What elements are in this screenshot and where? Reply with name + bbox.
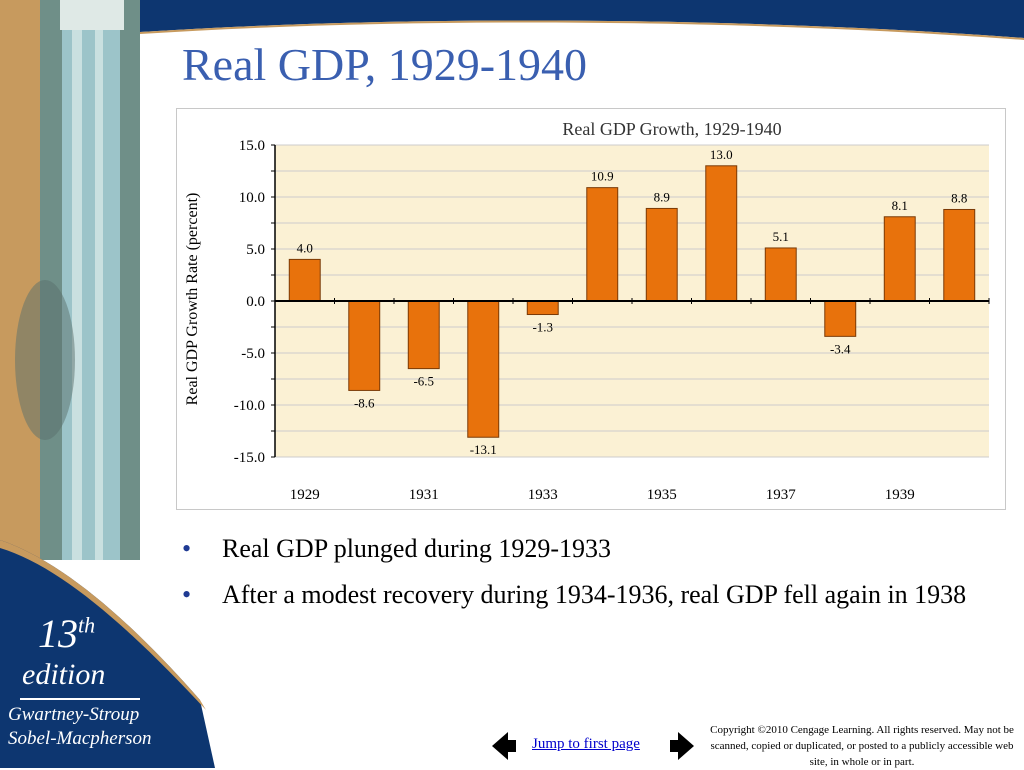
bar-value-label: 8.1 [892, 198, 908, 213]
bar-1940 [943, 208, 976, 302]
jump-to-first-page-link[interactable]: Jump to first page [532, 736, 640, 752]
bar-1931 [407, 300, 440, 370]
arrow-right-icon[interactable] [670, 732, 694, 760]
bar-value-label: 10.9 [591, 169, 614, 184]
bar-value-label: 13.0 [710, 147, 733, 162]
gdp-growth-chart: Real GDP Growth, 1929-1940 Real GDP Grow… [184, 119, 990, 503]
y-tick-label: 5.0 [246, 242, 265, 258]
edition-suffix: th [78, 612, 96, 638]
chart-title: Real GDP Growth, 1929-1940 [562, 119, 781, 139]
bar-1932 [467, 300, 500, 438]
bar-1938 [824, 300, 857, 337]
bar-1934 [586, 187, 619, 302]
bar-1939 [883, 216, 916, 302]
bar-value-label: -3.4 [830, 341, 851, 356]
arrow-left-icon[interactable] [492, 732, 516, 760]
author-line-1: Gwartney-Stroup [8, 704, 140, 725]
y-tick-label: 10.0 [239, 190, 265, 206]
bar-1929 [288, 258, 321, 302]
bar-1930 [348, 300, 381, 391]
bullet-dot: • [182, 580, 192, 609]
bar-1936 [705, 165, 738, 302]
bar-value-label: -13.1 [470, 442, 497, 457]
bar-1933 [526, 300, 559, 316]
x-tick-label: 1929 [290, 487, 320, 503]
sidebar-column-image [0, 0, 215, 768]
copyright-notice: Copyright ©2010 Cengage Learning. All ri… [710, 724, 1014, 768]
bullet-item: • After a modest recovery during 1934-193… [182, 576, 982, 614]
bar-value-label: 4.0 [297, 240, 313, 255]
edition-word: edition [22, 658, 106, 691]
bullet-text: After a modest recovery during 1934-1936… [222, 580, 967, 609]
y-tick-label: 0.0 [246, 294, 265, 310]
bar-value-label: 8.8 [951, 190, 967, 205]
author-line-2: Sobel-Macpherson [8, 728, 152, 749]
x-tick-label: 1937 [766, 487, 797, 503]
x-tick-label: 1939 [885, 487, 915, 503]
edition-number: 13th [38, 611, 96, 656]
y-axis-label: Real GDP Growth Rate (percent) [184, 193, 201, 406]
y-tick-label: -15.0 [234, 450, 265, 466]
bar-value-label: -8.6 [354, 395, 375, 410]
axes [271, 144, 990, 458]
bullet-dot: • [182, 534, 192, 563]
labels: 15.0 10.0 5.0 0.0 -5.0 -10.0 -15.0 4.0 -8.6 -6.5 -… [234, 138, 968, 503]
x-tick-label: 1931 [409, 487, 439, 503]
header-swoosh [140, 0, 1024, 40]
bars [288, 165, 976, 438]
chart-frame: Real GDP Growth, 1929-1940 Real GDP Grow… [176, 108, 1006, 510]
bullet-list: • Real GDP plunged during 1929-1933 • Afte… [182, 530, 982, 622]
navigation-bar [492, 732, 694, 760]
y-tick-label: -10.0 [234, 398, 265, 414]
y-tick-label: -5.0 [241, 346, 265, 362]
bar-value-label: 5.1 [773, 229, 789, 244]
slide-title: Real GDP, 1929-1940 [182, 39, 588, 90]
bullet-text: Real GDP plunged during 1929-1933 [222, 534, 611, 563]
bar-value-label: 8.9 [654, 189, 670, 204]
edition-divider [20, 698, 140, 700]
x-tick-label: 1933 [528, 487, 558, 503]
y-tick-label: 15.0 [239, 138, 265, 154]
bar-1935 [645, 207, 678, 302]
bar-value-label: -1.3 [532, 320, 553, 335]
x-tick-label: 1935 [647, 487, 677, 503]
bar-1937 [764, 247, 797, 302]
bullet-item: • Real GDP plunged during 1929-1933 [182, 530, 982, 568]
bar-value-label: -6.5 [413, 374, 434, 389]
